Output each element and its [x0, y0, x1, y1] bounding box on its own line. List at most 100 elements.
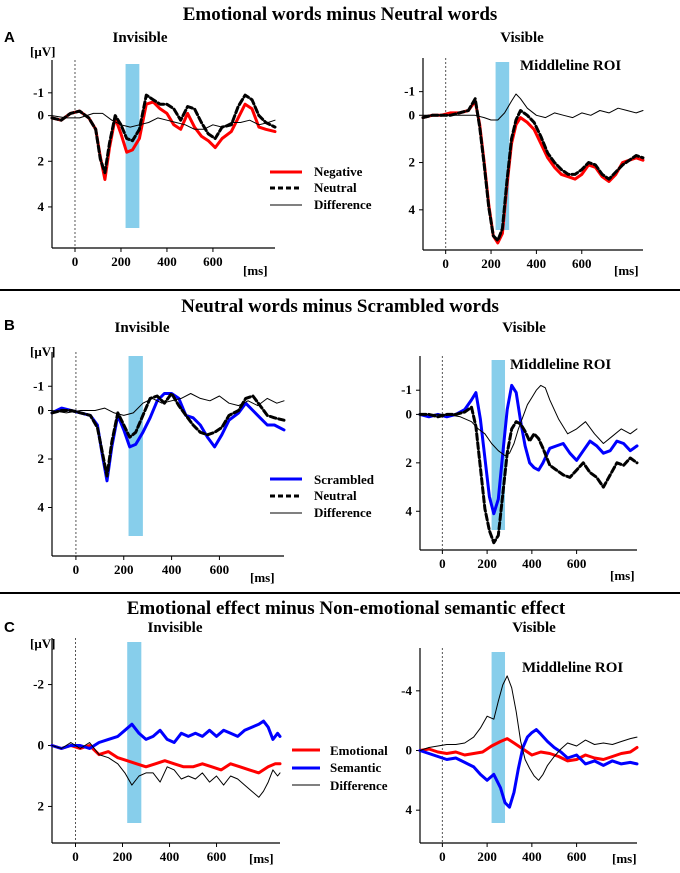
legend-label-neutral: Neutral	[314, 180, 357, 195]
panel-c-visible-x-tick-label: 400	[522, 849, 542, 864]
panel-a-label: A	[4, 29, 15, 46]
panel-c-title: Emotional effect minus Non-emotional sem…	[127, 598, 566, 619]
panel-c-roi-label: Middleline ROI	[522, 660, 623, 676]
panel-a-invisible-x-tick-label: 200	[111, 254, 131, 269]
panel-c-invisible-y-tick-label: 0	[38, 738, 45, 753]
panel-a-visible-x-tick-label: 200	[481, 256, 501, 271]
panel-a-visible-y-tick-label: 4	[409, 202, 416, 217]
panel-b-y-unit: [μV]	[30, 344, 55, 359]
panel-c-visible-x-tick-label: 200	[477, 849, 497, 864]
panel-b-visible-subtitle: Visible	[502, 320, 546, 336]
legend-label-negative: Negative	[314, 164, 363, 179]
panel-a-visible-plot: 0 200 400 600 -1 0 2 4	[404, 58, 645, 271]
panel-c-invisible-x-unit: [ms]	[249, 851, 274, 866]
panel-c: Emotional effect minus Non-emotional sem…	[4, 598, 637, 866]
panel-a-visible-x-unit: [ms]	[614, 263, 639, 278]
legend-label-difference: Difference	[314, 197, 372, 212]
panel-b-visible-series-neutral	[418, 405, 639, 545]
panel-a-y-unit: [μV]	[30, 44, 55, 59]
panel-b-roi-label: Middleline ROI	[510, 357, 611, 373]
panel-b-invisible-y-tick-label: 2	[38, 451, 45, 466]
panel-a-invisible-series-neutral	[50, 93, 277, 175]
panel-b-invisible-x-tick-label: 200	[114, 562, 134, 577]
panel-a-visible-y-tick-label: 2	[409, 155, 416, 170]
panel-b-title: Neutral words minus Scrambled words	[181, 296, 499, 317]
panel-b-visible-x-unit: [ms]	[610, 568, 635, 583]
panel-c-invisible-x-tick-label: 400	[160, 849, 180, 864]
panel-b-invisible-y-tick-label: -1	[33, 378, 44, 393]
panel-c-visible-x-unit: [ms]	[612, 851, 637, 866]
panel-c-visible-y-tick-label: -4	[401, 683, 412, 698]
panel-a-visible-x-tick-label: 600	[572, 256, 592, 271]
panel-b: Neutral words minus Scrambled words B In…	[4, 296, 635, 585]
panel-c-y-unit: [μV]	[30, 636, 55, 651]
panel-c-invisible-x-tick-label: 600	[207, 849, 227, 864]
panel-a-invisible-y-tick-label: 4	[38, 199, 45, 214]
panel-b-label: B	[4, 317, 15, 334]
panel-b-visible-y-tick-label: 2	[406, 455, 413, 470]
panel-c-label: C	[4, 619, 15, 636]
panel-c-visible-y-tick-label: 4	[406, 802, 413, 817]
panel-b-invisible-y-tick-label: 4	[38, 500, 45, 515]
panel-a-legend: Negative Neutral Difference	[270, 164, 372, 212]
panel-b-invisible-y-tick-label: 0	[38, 403, 45, 418]
panel-a-invisible-x-tick-label: 400	[157, 254, 177, 269]
legend-label-difference-b: Difference	[314, 505, 372, 520]
panel-a-visible-series-neutral	[421, 97, 645, 242]
legend-label-difference-c: Difference	[330, 778, 388, 793]
panel-b-visible-y-tick-label: 0	[406, 406, 413, 421]
panel-b-visible-highlight-window	[491, 360, 506, 530]
panel-c-visible-x-tick-label: 0	[439, 849, 446, 864]
panel-b-invisible-series-difference	[51, 393, 285, 416]
panel-b-invisible-x-tick-label: 0	[73, 562, 80, 577]
panel-a-title: Emotional words minus Neutral words	[183, 4, 498, 25]
panel-b-visible-series-scrambled	[418, 383, 639, 516]
panel-b-visible-x-tick-label: 0	[439, 556, 446, 571]
panel-c-visible-series-emotional	[418, 737, 639, 763]
panel-a-invisible-y-tick-label: 0	[38, 108, 45, 123]
panel-b-visible-x-tick-label: 400	[522, 556, 542, 571]
panel-a-visible-y-tick-label: 0	[409, 107, 416, 122]
panel-a-invisible-x-tick-label: 600	[203, 254, 223, 269]
panel-c-invisible-series-semantic	[50, 719, 282, 750]
panel-c-invisible-series-difference	[51, 742, 281, 798]
panel-c-legend: Emotional Semantic Difference	[292, 743, 388, 793]
panel-c-invisible-y-tick-label: 2	[38, 798, 45, 813]
panel-c-visible-x-tick-label: 600	[567, 849, 587, 864]
panel-b-visible-y-tick-label: -1	[401, 382, 412, 397]
panel-b-visible-series-difference	[419, 384, 638, 457]
panel-c-invisible-subtitle: Invisible	[147, 620, 202, 636]
panel-a-visible-y-tick-label: -1	[404, 84, 415, 99]
panel-a-visible-x-tick-label: 0	[442, 256, 449, 271]
panel-c-visible-plot: 0 200 400 600 -4 0 4	[401, 648, 639, 864]
panel-c-visible-series-semantic	[418, 728, 639, 809]
panel-b-visible-x-tick-label: 200	[477, 556, 497, 571]
panel-c-visible-y-tick-label: 0	[406, 743, 413, 758]
panel-a-invisible-x-unit: [ms]	[243, 263, 268, 278]
panel-b-invisible-series-neutral	[50, 392, 286, 478]
panel-b-legend: Scrambled Neutral Difference	[270, 472, 375, 520]
panel-c-visible-subtitle: Visible	[512, 620, 556, 636]
panel-b-invisible-x-unit: [ms]	[250, 570, 275, 585]
panel-a-visible-series-difference	[422, 93, 644, 121]
legend-label-neutral-b: Neutral	[314, 488, 357, 503]
panel-c-visible-highlight-window	[491, 652, 506, 823]
panel-c-invisible-plot: 0 200 400 600 -2 0 2	[33, 638, 282, 864]
panel-b-visible-y-tick-label: 4	[406, 503, 413, 518]
panel-a-invisible-plot: 0 200 400 600 -1 0 2 4	[33, 60, 277, 269]
panel-a-roi-label: Middleline ROI	[520, 58, 621, 74]
panel-c-invisible-x-tick-label: 200	[113, 849, 133, 864]
panel-a-visible-x-tick-label: 400	[527, 256, 547, 271]
panel-b-visible-x-tick-label: 600	[567, 556, 587, 571]
panel-a-invisible-series-negative	[50, 100, 277, 181]
panel-a-invisible-subtitle: Invisible	[112, 30, 167, 46]
panel-a-invisible-y-tick-label: 2	[38, 153, 45, 168]
panel-a-visible-highlight-window	[495, 62, 510, 230]
panel-c-invisible-y-tick-label: -2	[33, 677, 44, 692]
panel-b-invisible-subtitle: Invisible	[114, 320, 169, 336]
panel-a-invisible-x-tick-label: 0	[72, 254, 79, 269]
panel-a: Emotional words minus Neutral words A In…	[4, 4, 639, 278]
panel-b-invisible-x-tick-label: 600	[210, 562, 230, 577]
panel-b-invisible-plot: 0 200 400 600 -1 0 2 4	[33, 352, 286, 577]
